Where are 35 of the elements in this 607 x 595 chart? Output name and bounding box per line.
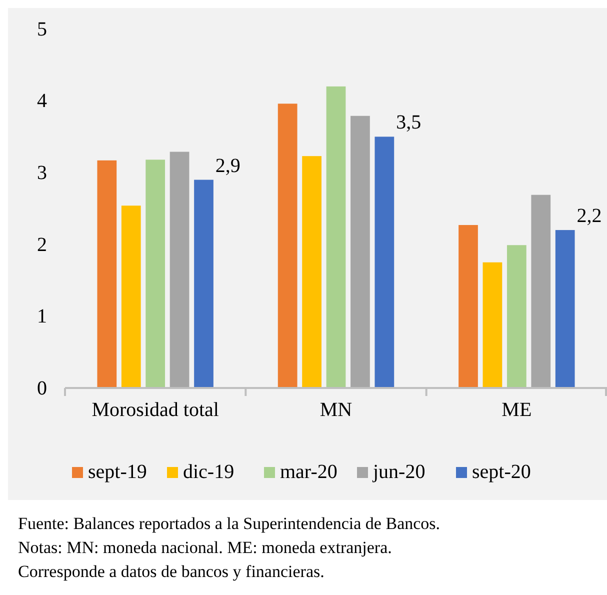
text: Corresponde a datos de bancos y financieras. <box>18 562 324 581</box>
y-tick-label: 0 <box>37 377 47 400</box>
bar <box>194 180 214 388</box>
x-tick-label: Morosidad total <box>92 399 220 422</box>
x-tick-label: MN <box>320 399 352 422</box>
legend-label: sept-19 <box>88 461 147 483</box>
data-label: 2,2 <box>576 205 602 228</box>
data-label: 3,5 <box>396 112 422 134</box>
legend-label: sept-20 <box>472 461 531 483</box>
bar <box>278 104 298 388</box>
bar <box>482 262 502 388</box>
data-label: 2,9 <box>215 154 240 177</box>
bar <box>326 86 346 388</box>
bar <box>146 160 166 388</box>
bar <box>350 116 370 388</box>
bar <box>170 152 190 388</box>
legend-label: jun-20 <box>372 461 426 483</box>
bar <box>531 194 551 388</box>
bar <box>458 225 478 388</box>
bar <box>374 136 394 388</box>
source-note: Fuente: Balances reportados a la Superintendencia de Bancos. <box>18 514 440 533</box>
y-tick-label: 5 <box>37 18 47 40</box>
bar <box>97 160 117 388</box>
y-tick-label: 4 <box>37 90 47 112</box>
text: Notas: MN: moneda nacional. ME: moneda extranjera. <box>18 538 392 557</box>
x-tick-label: ME <box>502 399 532 422</box>
legend-label: mar-20 <box>280 461 338 483</box>
legend-label: dic-19 <box>183 461 234 483</box>
y-tick-label: 2 <box>37 234 47 256</box>
y-tick-label: 1 <box>37 306 47 328</box>
bar <box>506 245 526 388</box>
bar <box>302 156 322 388</box>
bar <box>121 206 141 388</box>
y-tick-label: 3 <box>37 162 47 184</box>
bar <box>555 230 575 388</box>
